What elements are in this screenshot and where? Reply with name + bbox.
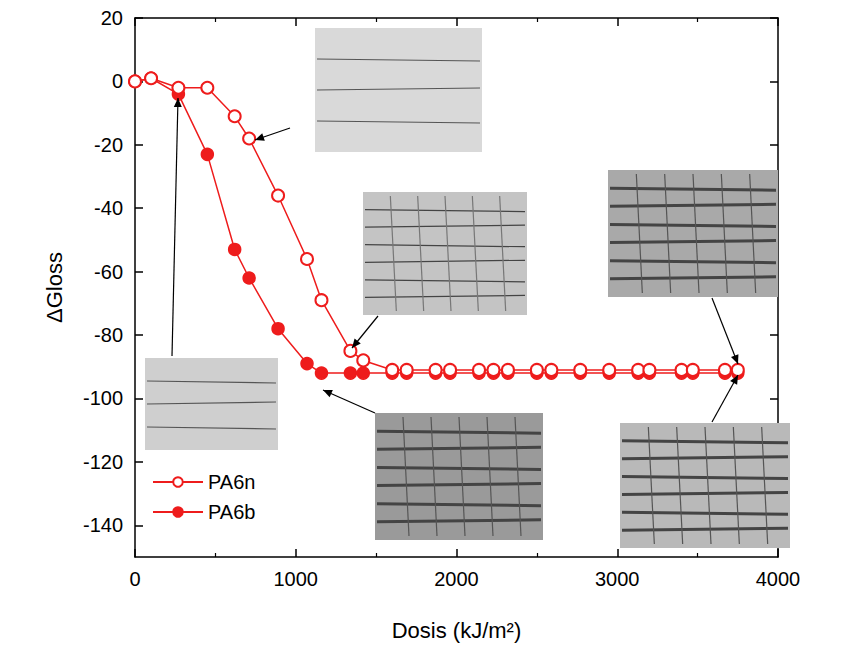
svg-text:-60: -60	[94, 261, 123, 283]
svg-text:3000: 3000	[595, 568, 640, 590]
svg-text:-120: -120	[83, 451, 123, 473]
svg-text:0: 0	[112, 70, 123, 92]
svg-text:PA6b: PA6b	[208, 501, 255, 523]
svg-text:2000: 2000	[434, 568, 479, 590]
svg-text:Dosis (kJ/m²): Dosis (kJ/m²)	[392, 618, 522, 643]
svg-text:0: 0	[129, 568, 140, 590]
svg-text:1000: 1000	[274, 568, 319, 590]
svg-text:-40: -40	[94, 197, 123, 219]
svg-text:PA6n: PA6n	[208, 471, 255, 493]
svg-text:20: 20	[101, 7, 123, 29]
svg-text:-140: -140	[83, 514, 123, 536]
svg-text:-20: -20	[94, 134, 123, 156]
svg-text:ΔGloss: ΔGloss	[42, 252, 67, 323]
svg-text:-80: -80	[94, 324, 123, 346]
svg-text:4000: 4000	[756, 568, 801, 590]
svg-text:-100: -100	[83, 387, 123, 409]
